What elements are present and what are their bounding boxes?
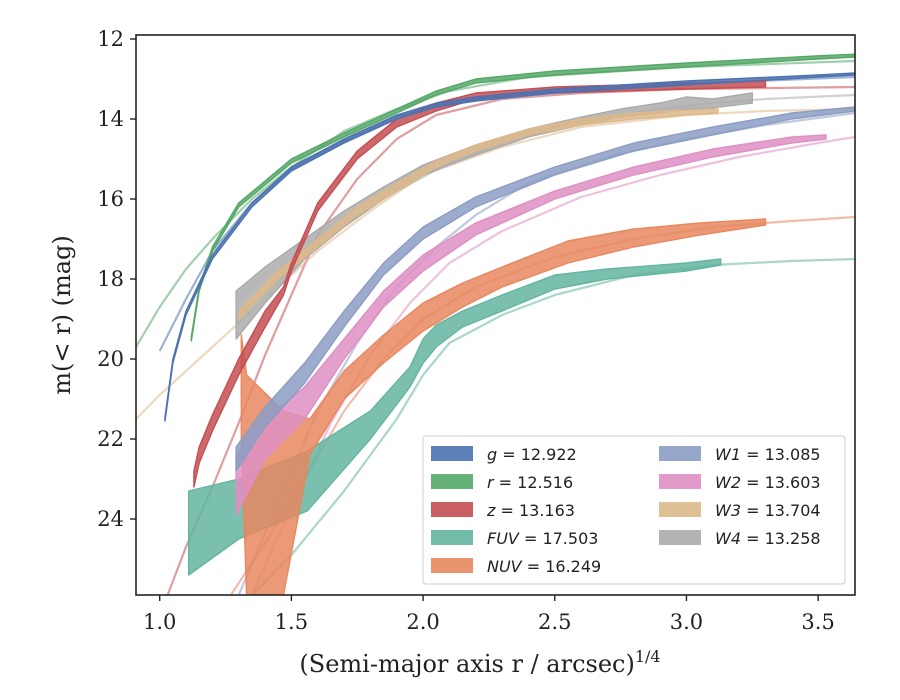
model-curve-fuv	[251, 257, 855, 595]
profile-band-w3	[238, 108, 719, 320]
legend-label-w4: W4 = 13.258	[715, 529, 821, 548]
x-axis: 1.0 1.5 2.0 2.5 3.0 3.5	[143, 595, 835, 634]
plot-series	[136, 53, 855, 595]
legend-swatch-w1	[659, 446, 701, 461]
legend-label-fuv: FUV = 17.503	[487, 529, 598, 548]
legend-label-r: r = 12.516	[487, 473, 573, 492]
legend-label-g: g = 12.922	[487, 445, 577, 464]
legend-label-w3: W3 = 13.704	[715, 501, 821, 520]
profile-band-w2	[235, 134, 827, 516]
y-tick-label: 22	[97, 427, 124, 451]
y-tick-label: 14	[97, 107, 124, 131]
legend-swatch-fuv	[431, 530, 473, 545]
model-curve-w2	[250, 135, 855, 595]
legend-swatch-g	[431, 446, 473, 461]
legend-label-z: z = 13.163	[486, 501, 575, 520]
x-tick-label: 3.0	[670, 610, 703, 634]
x-axis-label: (Semi-major axis r / arcsec)1/4	[299, 647, 660, 678]
legend-label-w2: W2 = 13.603	[715, 473, 821, 492]
x-tick-label: 1.0	[143, 610, 176, 634]
profile-band-nuv	[240, 218, 767, 595]
y-axis: 12 14 16 18 20 22 24	[97, 27, 136, 531]
legend-swatch-w3	[659, 502, 701, 517]
plot-frame	[135, 34, 856, 596]
y-tick-label: 20	[97, 347, 124, 371]
profile-band-w1	[235, 106, 855, 472]
model-curve-z	[166, 85, 855, 595]
y-tick-label: 18	[97, 267, 124, 291]
x-tick-label: 3.5	[801, 610, 834, 634]
legend-swatch-r	[431, 474, 473, 489]
legend-swatch-nuv	[431, 558, 473, 573]
legend-label-w1: W1 = 13.085	[715, 445, 821, 464]
profile-band-fuv	[188, 258, 722, 576]
x-tick-label: 2.0	[406, 610, 439, 634]
legend-swatch-z	[431, 502, 473, 517]
legend-label-nuv: NUV = 16.249	[487, 557, 601, 576]
profile-band-r	[190, 53, 855, 342]
profile-band-g	[164, 72, 855, 422]
profile-band-z	[193, 80, 767, 488]
legend-swatch-w4	[659, 530, 701, 545]
x-tick-label: 2.5	[538, 610, 571, 634]
y-tick-label: 24	[97, 507, 124, 531]
y-axis-label: m(< r) (mag)	[48, 235, 76, 394]
legend-swatch-w2	[659, 474, 701, 489]
x-tick-label: 1.5	[275, 610, 308, 634]
legend-box	[422, 435, 846, 585]
legend: g = 12.922 r = 12.516 z = 13.163 FUV = 17.5…	[422, 435, 846, 585]
y-tick-label: 16	[97, 187, 124, 211]
y-tick-label: 12	[97, 27, 124, 51]
